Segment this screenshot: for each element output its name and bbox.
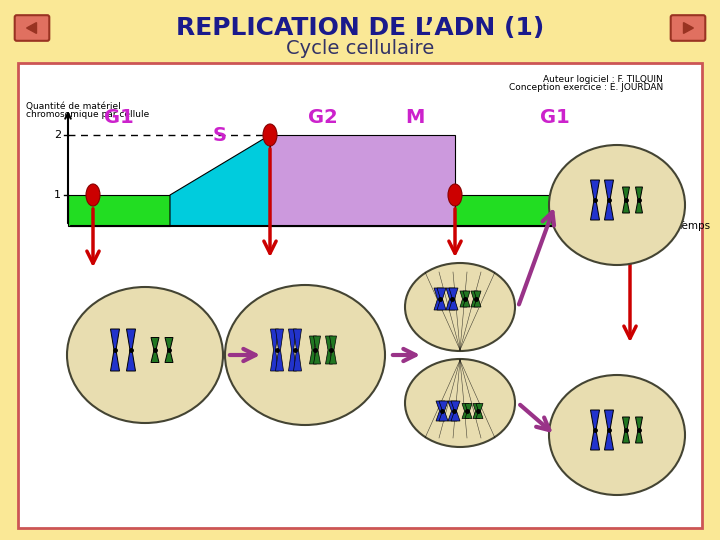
Polygon shape bbox=[462, 403, 469, 418]
Ellipse shape bbox=[263, 124, 277, 146]
Ellipse shape bbox=[623, 184, 637, 206]
Polygon shape bbox=[151, 338, 159, 362]
Polygon shape bbox=[449, 288, 458, 310]
Polygon shape bbox=[271, 329, 279, 371]
Polygon shape bbox=[276, 329, 284, 371]
Ellipse shape bbox=[405, 263, 515, 351]
FancyBboxPatch shape bbox=[14, 15, 49, 41]
Text: REPLICATION DE L’ADN (1): REPLICATION DE L’ADN (1) bbox=[176, 16, 544, 40]
Text: Quantité de matériel: Quantité de matériel bbox=[26, 102, 121, 111]
Polygon shape bbox=[463, 291, 470, 307]
Polygon shape bbox=[127, 329, 135, 371]
Text: Temps: Temps bbox=[677, 221, 710, 231]
Polygon shape bbox=[310, 336, 317, 364]
Polygon shape bbox=[313, 336, 320, 364]
Polygon shape bbox=[436, 401, 445, 421]
Text: S: S bbox=[213, 126, 227, 145]
Polygon shape bbox=[294, 329, 302, 371]
Polygon shape bbox=[473, 403, 480, 418]
Text: Conception exercice : E. JOURDAN: Conception exercice : E. JOURDAN bbox=[509, 83, 663, 92]
Text: G1: G1 bbox=[540, 108, 570, 127]
Text: 2: 2 bbox=[54, 130, 61, 140]
Polygon shape bbox=[605, 410, 613, 450]
Polygon shape bbox=[623, 417, 629, 443]
Polygon shape bbox=[471, 291, 478, 307]
Polygon shape bbox=[110, 329, 120, 371]
Ellipse shape bbox=[67, 287, 223, 423]
Polygon shape bbox=[439, 401, 448, 421]
Polygon shape bbox=[636, 187, 642, 213]
Bar bbox=[18, 63, 702, 528]
Polygon shape bbox=[460, 291, 467, 307]
Ellipse shape bbox=[549, 375, 685, 495]
Ellipse shape bbox=[86, 184, 100, 206]
Ellipse shape bbox=[405, 359, 515, 447]
Polygon shape bbox=[446, 288, 455, 310]
Text: 1: 1 bbox=[54, 190, 61, 200]
Text: G2: G2 bbox=[307, 108, 338, 127]
Ellipse shape bbox=[225, 285, 385, 425]
Polygon shape bbox=[68, 195, 170, 226]
Polygon shape bbox=[636, 417, 642, 443]
Polygon shape bbox=[448, 401, 457, 421]
Text: chromosomique par cellule: chromosomique par cellule bbox=[26, 110, 149, 119]
Polygon shape bbox=[434, 288, 443, 310]
Polygon shape bbox=[476, 403, 483, 418]
Polygon shape bbox=[455, 195, 655, 226]
Polygon shape bbox=[590, 180, 600, 220]
Polygon shape bbox=[451, 401, 460, 421]
Polygon shape bbox=[165, 338, 173, 362]
Polygon shape bbox=[623, 187, 629, 213]
Polygon shape bbox=[465, 403, 472, 418]
Polygon shape bbox=[270, 135, 455, 226]
Polygon shape bbox=[605, 180, 613, 220]
Polygon shape bbox=[170, 135, 270, 226]
Polygon shape bbox=[437, 288, 446, 310]
Text: M: M bbox=[405, 108, 425, 127]
Polygon shape bbox=[683, 23, 693, 33]
Polygon shape bbox=[289, 329, 297, 371]
Text: G1: G1 bbox=[104, 108, 134, 127]
FancyBboxPatch shape bbox=[671, 15, 706, 41]
Ellipse shape bbox=[448, 184, 462, 206]
Ellipse shape bbox=[549, 145, 685, 265]
Text: Cycle cellulaire: Cycle cellulaire bbox=[286, 38, 434, 57]
Polygon shape bbox=[590, 410, 600, 450]
Polygon shape bbox=[474, 291, 481, 307]
Polygon shape bbox=[330, 336, 336, 364]
Polygon shape bbox=[27, 23, 37, 33]
Text: Auteur logiciel : F. TILQUIN: Auteur logiciel : F. TILQUIN bbox=[544, 75, 663, 84]
Polygon shape bbox=[325, 336, 333, 364]
